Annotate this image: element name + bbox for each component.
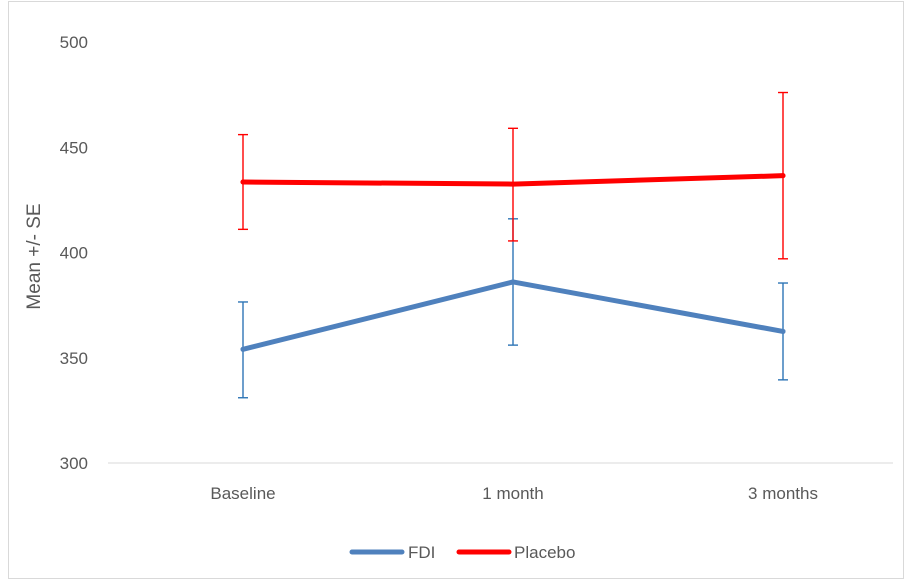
data-point [240, 346, 246, 352]
x-tick-label: 3 months [748, 484, 818, 503]
series-placebo [238, 91, 788, 260]
legend-item: Placebo [456, 543, 575, 562]
x-tick-label: Baseline [210, 484, 275, 503]
series-fdi [238, 218, 788, 399]
legend-label: Placebo [514, 543, 575, 562]
data-point [780, 173, 786, 179]
y-tick-label: 400 [60, 244, 88, 263]
data-point [780, 328, 786, 334]
y-tick-label: 350 [60, 349, 88, 368]
y-tick-label: 500 [60, 33, 88, 52]
x-tick-label: 1 month [482, 484, 543, 503]
data-point [510, 279, 516, 285]
x-axis-ticks: Baseline 1 month 3 months [210, 484, 818, 503]
y-tick-label: 300 [60, 454, 88, 473]
legend-item: FDI [349, 543, 435, 562]
y-axis-ticks: 300 350 400 450 500 [60, 33, 88, 473]
data-point [510, 181, 516, 187]
legend: FDI Placebo [349, 543, 575, 562]
y-tick-label: 450 [60, 138, 88, 157]
legend-label: FDI [408, 543, 435, 562]
chart-frame [8, 1, 904, 579]
series-layer [238, 91, 788, 399]
data-point [240, 179, 246, 185]
y-axis-title: Mean +/- SE [24, 203, 45, 309]
